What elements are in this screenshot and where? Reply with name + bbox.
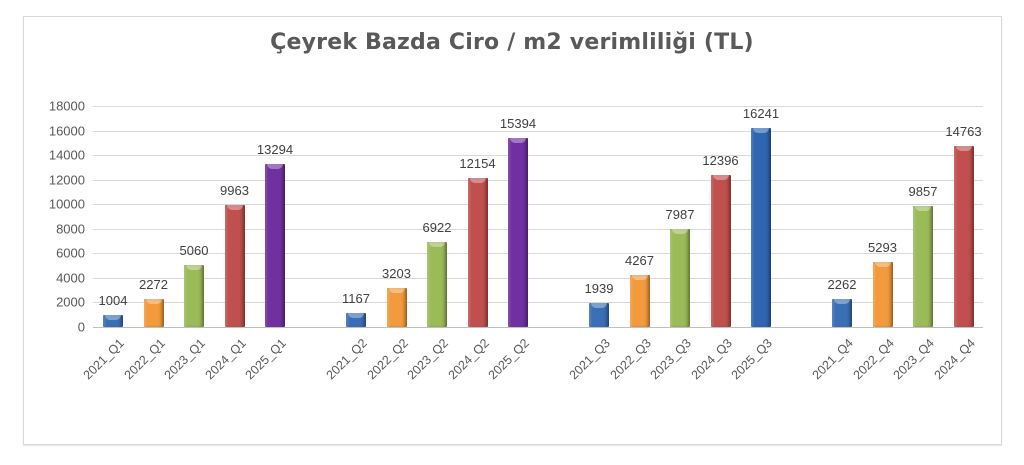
bar-2021-q1: [103, 314, 123, 327]
bar-highlight: [874, 262, 891, 268]
bar-highlight: [672, 228, 688, 234]
y-tick-label: 14000: [48, 147, 85, 163]
data-label: 14763: [945, 123, 982, 139]
y-tick-label: 12000: [48, 172, 85, 188]
bar-2023-q4: [913, 205, 933, 327]
bar-highlight: [186, 264, 202, 270]
gridline: [93, 228, 983, 230]
bar-2025-q1: [265, 163, 285, 327]
data-label: 15394: [499, 115, 537, 131]
bar-2024-q4: [953, 145, 974, 327]
bar-2021-q4: [832, 299, 852, 327]
data-label: 1167: [342, 290, 370, 306]
bar-2023-q3: [670, 228, 690, 327]
bar-highlight: [267, 163, 283, 169]
y-tick-label: 2000: [56, 294, 85, 310]
data-label: 5060: [179, 242, 209, 258]
data-label: 12396: [702, 152, 739, 168]
y-tick-label: 18000: [48, 98, 85, 114]
gridline: [93, 253, 983, 255]
bar-2022-q2: [386, 287, 407, 327]
data-label: 1939: [584, 281, 614, 297]
bar-highlight: [388, 287, 405, 293]
bar-highlight: [712, 174, 729, 180]
bar-highlight: [429, 242, 445, 248]
data-label: 3203: [382, 265, 411, 281]
y-tick-label: 16000: [48, 123, 85, 139]
bar-highlight: [226, 204, 243, 210]
data-label: 13294: [256, 141, 294, 157]
bar-2022-q1: [143, 299, 164, 327]
data-label: 5293: [868, 240, 897, 255]
data-label: 12154: [459, 155, 496, 171]
y-tick-label: 8000: [56, 221, 85, 237]
bar-2024-q2: [467, 177, 488, 327]
bar-highlight: [753, 127, 769, 133]
bar-2021-q3: [589, 303, 609, 327]
bar-highlight: [955, 145, 972, 151]
bar-2025-q3: [751, 127, 771, 327]
bar-highlight: [145, 299, 162, 305]
gridline: [93, 106, 983, 107]
bar-highlight: [510, 138, 526, 143]
gridline: [93, 204, 983, 206]
bar-2024-q3: [710, 174, 731, 327]
data-label: 2262: [827, 277, 857, 293]
gridline: [93, 327, 983, 328]
bar-highlight: [915, 205, 931, 211]
data-label: 2272: [139, 277, 168, 293]
bar-2022-q3: [629, 274, 650, 327]
chart-title: Çeyrek Bazda Ciro / m2 verimliliği (TL): [270, 30, 754, 55]
y-tick-label: 0: [77, 319, 85, 335]
bar-2024-q1: [224, 204, 245, 327]
gridline: [93, 277, 983, 279]
bar-highlight: [348, 312, 364, 318]
plot-area: 0 2000 4000 6000 8000 10000 12000 14000 16000 180…: [49, 99, 983, 335]
bar-2022-q4: [872, 262, 893, 327]
data-label: 9963: [220, 182, 249, 198]
gridline: [93, 179, 983, 181]
gridline: [93, 155, 983, 157]
gridline: [93, 130, 983, 132]
data-label: 1004: [98, 292, 128, 308]
data-label: 7987: [665, 206, 695, 222]
y-tick-label: 4000: [56, 270, 85, 286]
bar-2023-q1: [184, 264, 204, 327]
data-label: 6922: [422, 220, 452, 235]
bar-2023-q2: [427, 242, 447, 327]
y-tick-label: 10000: [48, 196, 85, 212]
y-tick-label: 6000: [56, 245, 85, 261]
bar-highlight: [105, 314, 121, 320]
bar-highlight: [834, 299, 850, 305]
bar-highlight: [469, 177, 486, 183]
bar-highlight: [591, 303, 607, 309]
bar-highlight: [631, 274, 648, 280]
bar-2025-q2: [508, 138, 528, 327]
data-label: 16241: [742, 105, 780, 121]
data-label: 4267: [625, 252, 654, 268]
bar-2021-q2: [346, 312, 366, 327]
gridline: [93, 302, 983, 304]
data-label: 9857: [908, 183, 938, 199]
